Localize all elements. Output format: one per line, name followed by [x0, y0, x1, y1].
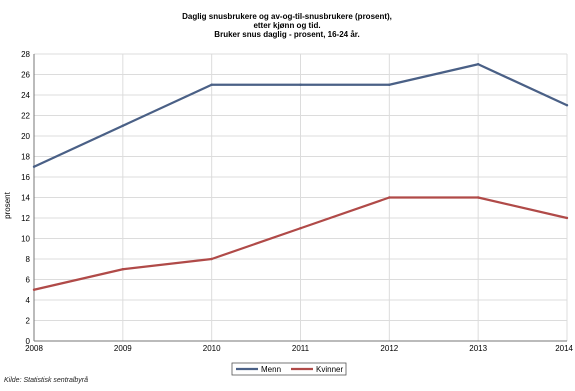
x-tick-label: 2014 — [555, 344, 573, 353]
chart-title: Daglig snusbrukere og av-og-til-snusbruk… — [182, 12, 392, 39]
legend: Menn Kvinner — [231, 362, 347, 376]
chart-title-line: etter kjønn og tid. — [253, 21, 320, 30]
data-point-menn — [299, 83, 302, 86]
y-tick-label: 18 — [21, 153, 30, 162]
data-point-menn — [32, 165, 36, 168]
y-tick-label: 24 — [21, 91, 30, 100]
data-point-kvinner — [210, 257, 213, 261]
data-point-kvinner — [299, 227, 302, 230]
y-tick-label: 2 — [26, 317, 31, 326]
y-tick-label: 22 — [21, 112, 30, 121]
y-tick-label: 14 — [21, 194, 30, 203]
legend-box — [231, 362, 347, 376]
x-tick-label: 2011 — [292, 344, 310, 353]
legend-label-kvinner: Kvinner — [316, 365, 343, 374]
axes — [33, 54, 567, 342]
chart-title-line: Daglig snusbrukere og av-og-til-snusbruk… — [182, 12, 392, 21]
x-tick-label: 2012 — [380, 344, 398, 353]
data-point-menn — [210, 83, 213, 86]
y-tick-label: 16 — [21, 173, 30, 182]
x-tick-label: 2010 — [203, 344, 221, 353]
y-tick-label: 10 — [21, 235, 30, 244]
data-point-menn — [476, 63, 480, 66]
data-point-kvinner — [388, 196, 391, 199]
source-note: Kilde: Statistisk sentralbyrå — [4, 377, 89, 384]
data-point-menn — [565, 104, 569, 107]
y-tick-label: 4 — [26, 296, 31, 305]
data-point-kvinner — [565, 216, 569, 220]
data-point-kvinner — [32, 288, 36, 291]
legend-label-menn: Menn — [261, 365, 281, 374]
y-tick-label: 20 — [21, 132, 30, 141]
data-point-menn — [388, 83, 391, 86]
grid — [33, 53, 568, 342]
y-axis-title: prosent — [3, 191, 12, 218]
series — [32, 63, 569, 291]
data-point-kvinner — [121, 268, 125, 271]
y-tick-label: 12 — [21, 214, 30, 223]
y-tick-label: 0 — [26, 337, 31, 346]
chart-title-line: Bruker snus daglig - prosent, 16-24 år. — [214, 30, 359, 39]
y-tick-label: 8 — [26, 255, 31, 264]
x-tick-label: 2008 — [25, 344, 43, 353]
data-point-kvinner — [476, 196, 480, 199]
y-tick-label: 28 — [21, 50, 30, 59]
x-tick-label: 2013 — [469, 344, 487, 353]
x-tick-label: 2009 — [114, 344, 132, 353]
data-point-menn — [121, 124, 125, 127]
y-tick-label: 6 — [26, 276, 31, 285]
y-tick-label: 26 — [21, 71, 30, 80]
